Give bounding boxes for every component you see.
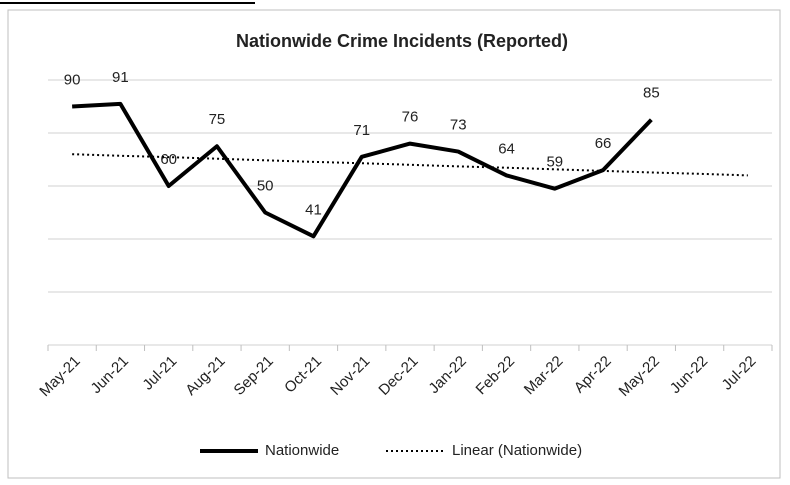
chart-title: Nationwide Crime Incidents (Reported) xyxy=(236,31,568,51)
data-label: 66 xyxy=(595,135,612,152)
chart-border xyxy=(7,9,781,479)
data-label: 71 xyxy=(353,122,370,139)
data-label: 50 xyxy=(257,177,274,194)
legend-label: Nationwide xyxy=(265,442,339,459)
data-label: 60 xyxy=(160,151,177,168)
data-label: 75 xyxy=(209,111,226,128)
data-label: 64 xyxy=(498,140,515,157)
data-label: 59 xyxy=(546,154,563,171)
data-label: 73 xyxy=(450,117,467,134)
data-label: 76 xyxy=(402,109,419,126)
data-label: 90 xyxy=(64,71,81,88)
data-label: 41 xyxy=(305,201,322,218)
data-label: 85 xyxy=(643,85,660,102)
legend-label: Linear (Nationwide) xyxy=(452,442,582,459)
data-line xyxy=(72,101,653,239)
data-label: 91 xyxy=(112,69,129,86)
